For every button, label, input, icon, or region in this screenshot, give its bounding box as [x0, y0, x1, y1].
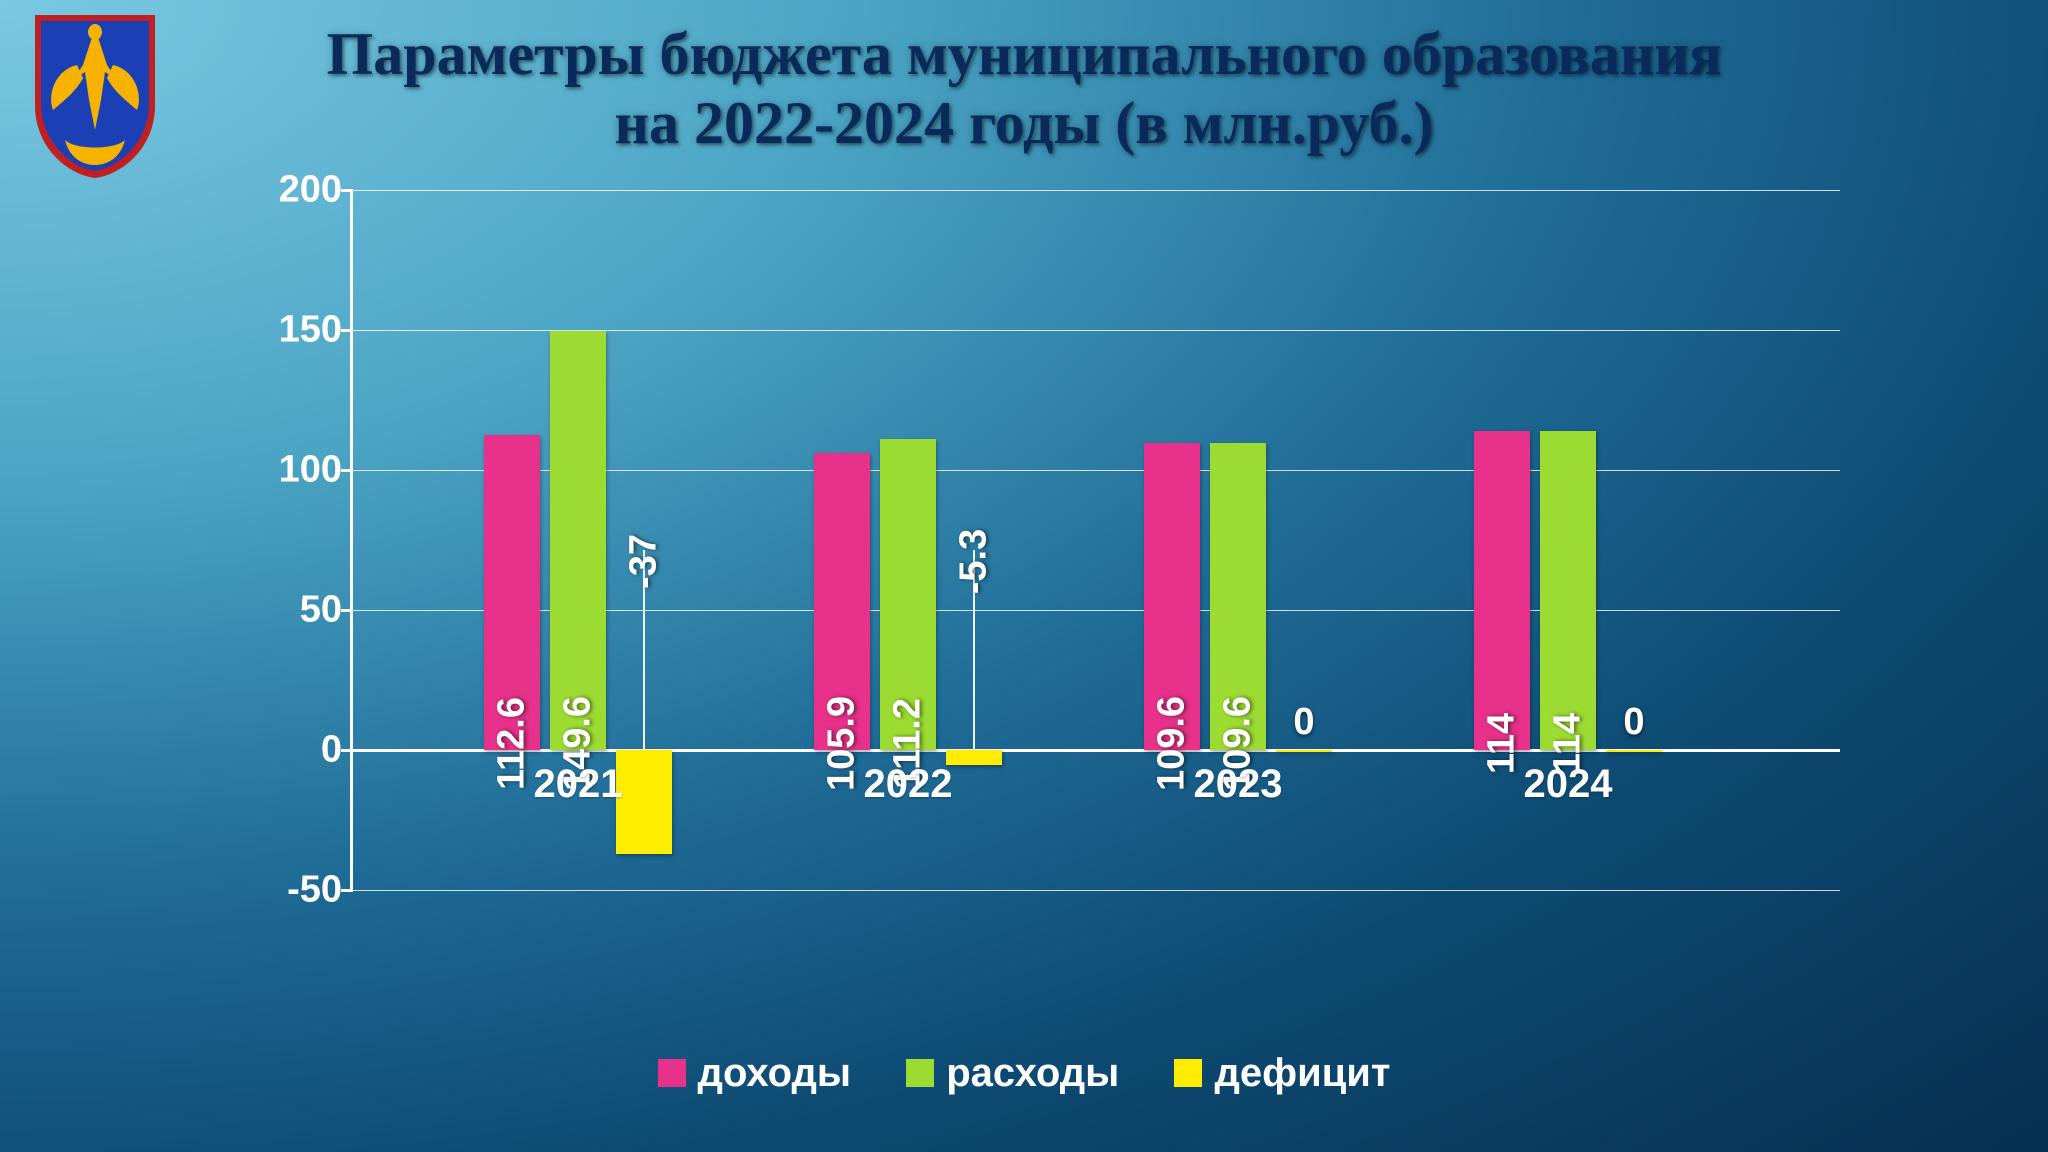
- bar-value-label: 0: [1623, 701, 1644, 744]
- y-axis-tick: 150: [222, 309, 342, 352]
- title-line-2: на 2022-2024 годы (в млн.руб.): [614, 90, 1433, 156]
- chart-legend: доходы расходы дефицит: [0, 1051, 2048, 1098]
- bar-value-label: 105.9: [821, 696, 864, 791]
- y-axis-tick: -50: [222, 869, 342, 912]
- legend-item-deficit: дефицит: [1174, 1051, 1390, 1096]
- chart-bar: 112.6: [484, 190, 540, 890]
- y-axis-tick: 0: [222, 729, 342, 772]
- bar-value-label: 0: [1293, 701, 1314, 744]
- y-axis-tick: 100: [222, 449, 342, 492]
- bar-value-label: -5.3: [953, 529, 996, 594]
- bar-value-label: 114: [1481, 713, 1524, 774]
- x-axis-category: 2024: [1524, 762, 1613, 807]
- legend-label-deficit: дефицит: [1214, 1051, 1390, 1096]
- legend-label-expense: расходы: [946, 1051, 1119, 1096]
- chart-bar: 109.6: [1144, 190, 1200, 890]
- chart-bar: 0: [1276, 190, 1332, 890]
- y-axis-tick: 50: [222, 589, 342, 632]
- bar-value-label: -37: [623, 534, 666, 589]
- chart-bar: 114: [1474, 190, 1530, 890]
- legend-item-expense: расходы: [906, 1051, 1119, 1096]
- legend-swatch-income: [658, 1059, 686, 1087]
- budget-bar-chart: -50050100150200112.6149.6-372021105.9111…: [280, 190, 1840, 980]
- bar-value-label: 109.6: [1151, 696, 1194, 791]
- bar-value-label: 112.6: [491, 697, 534, 790]
- chart-bar: -5.3: [946, 190, 1002, 890]
- x-axis-category: 2021: [534, 762, 623, 807]
- legend-label-income: доходы: [698, 1051, 852, 1096]
- x-axis-category: 2023: [1194, 762, 1283, 807]
- legend-swatch-expense: [906, 1059, 934, 1087]
- x-axis-category: 2022: [864, 762, 953, 807]
- legend-item-income: доходы: [658, 1051, 852, 1096]
- y-axis-tick: 200: [222, 169, 342, 212]
- title-line-1: Параметры бюджета муниципального образов…: [327, 21, 1722, 87]
- page-title: Параметры бюджета муниципального образов…: [0, 20, 2048, 158]
- chart-bar: 0: [1606, 190, 1662, 890]
- chart-bar: 105.9: [814, 190, 870, 890]
- legend-swatch-deficit: [1174, 1059, 1202, 1087]
- chart-bar: -37: [616, 190, 672, 890]
